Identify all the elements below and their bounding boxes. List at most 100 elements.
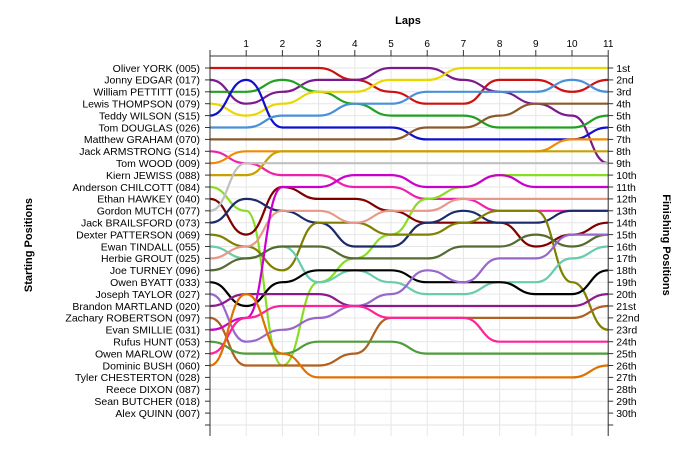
start-label: Jonny EDGAR (017) (104, 75, 200, 87)
finish-labels: 1st2nd3rd4th5th6th7th8th9th10th11th12th1… (616, 63, 640, 420)
start-label: Jack BRAILSFORD (073) (81, 218, 200, 230)
finish-label: 6th (616, 122, 631, 134)
lap-label: 9 (533, 39, 539, 50)
lap-label: 10 (566, 39, 578, 50)
start-label: William PETTITT (015) (93, 87, 200, 99)
lap-label: 2 (280, 39, 286, 50)
axes (205, 50, 614, 436)
lap-label: 11 (603, 39, 614, 50)
start-label: Teddy WILSON (S15) (99, 110, 200, 122)
start-label: Zachary ROBERTSON (097) (65, 313, 200, 325)
series-line-6 (210, 78, 609, 129)
series-line-24 (209, 340, 609, 355)
series-line-26 (209, 293, 609, 379)
finish-label: 21st (616, 301, 636, 313)
finish-label: 11th (616, 182, 636, 194)
right-axis-label: Finishing Positions (660, 194, 672, 295)
lap-label: 1 (243, 39, 249, 50)
finish-label: 7th (616, 134, 631, 146)
series-line-10 (209, 150, 609, 177)
lap-label: 5 (388, 39, 394, 50)
start-label: Ewan TINDALL (055) (101, 241, 200, 253)
series-line-18 (209, 233, 609, 272)
lap-label: 6 (424, 39, 430, 50)
finish-label: 29th (616, 396, 637, 408)
lap-label: 7 (461, 39, 467, 50)
series-line-19 (209, 269, 609, 308)
finish-label: 13th (616, 206, 637, 218)
start-label: Owen MARLOW (072) (95, 348, 200, 360)
start-label: Kiern JEWISS (088) (106, 170, 200, 182)
finish-label: 16th (616, 241, 637, 253)
finish-label: 25th (616, 348, 637, 360)
series-line-15 (209, 209, 609, 331)
series-line-2 (209, 66, 609, 165)
start-label: Tyler CHESTERTON (028) (75, 372, 200, 384)
start-label: Brandon MARTLAND (020) (72, 301, 200, 313)
lap-labels: 1 2 3 4 5 6 7 8 9 10 11 (243, 39, 613, 50)
series-line-7 (210, 102, 609, 141)
finish-label: 24th (616, 337, 637, 349)
finish-label: 27th (616, 372, 637, 384)
start-label: Sean BUTCHER (018) (94, 396, 200, 408)
lap-label: 3 (316, 39, 322, 50)
series-layer (209, 66, 609, 379)
series-line-3 (210, 78, 609, 129)
start-labels: Oliver YORK (005)Jonny EDGAR (017)Willia… (65, 63, 200, 420)
start-label: Evan SMILLIE (031) (105, 325, 200, 337)
finish-label: 12th (616, 194, 637, 206)
start-label: Ethan HAWKEY (040) (97, 194, 200, 206)
start-label: Dominic BUSH (060) (103, 360, 200, 372)
finish-label: 5th (616, 110, 631, 122)
grid (209, 56, 609, 436)
start-label: Herbie GROUT (025) (101, 253, 200, 265)
start-label: Tom WOOD (009) (116, 158, 200, 170)
finish-label: 10th (616, 170, 637, 182)
finish-label: 17th (616, 253, 637, 265)
finish-label: 3rd (616, 87, 631, 99)
finish-label: 15th (616, 229, 637, 241)
finish-label: 28th (616, 384, 637, 396)
finish-label: 18th (616, 265, 637, 277)
finish-label: 26th (616, 360, 637, 372)
start-label: Gordon MUTCH (077) (97, 206, 200, 218)
start-label: Lewis THOMPSON (079) (82, 99, 200, 111)
series-line-23 (209, 173, 609, 331)
start-label: Dexter PATTERSON (069) (76, 229, 200, 241)
start-label: Oliver YORK (005) (113, 63, 200, 75)
finish-label: 4th (616, 99, 631, 111)
series-line-4 (209, 66, 609, 117)
finish-label: 8th (616, 146, 631, 158)
series-line-13 (209, 162, 609, 212)
finish-label: 19th (616, 277, 637, 289)
start-label: Joseph TAYLOR (027) (96, 289, 200, 301)
finish-label: 14th (616, 218, 637, 230)
series-line-25 (209, 304, 609, 355)
finish-label: 1st (616, 63, 630, 75)
left-axis-label: Starting Positions (23, 198, 35, 292)
start-label: Tom DOUGLAS (026) (98, 122, 200, 134)
lap-label: 8 (497, 39, 503, 50)
series-line-8 (209, 150, 609, 212)
series-line-12 (209, 185, 609, 248)
start-label: Jack ARMSTRONG (S14) (79, 146, 200, 158)
finish-label: 22nd (616, 313, 640, 325)
finish-label: 9th (616, 158, 631, 170)
series-line-21 (209, 293, 609, 308)
start-label: Reece DIXON (087) (106, 384, 200, 396)
finish-label: 30th (616, 408, 637, 420)
series-line-5 (209, 78, 609, 141)
start-label: Matthew GRAHAM (070) (84, 134, 200, 146)
start-label: Rufus HUNT (053) (113, 337, 200, 349)
chart-title: Laps (395, 15, 421, 27)
series-line-17 (209, 197, 609, 260)
finish-label: 2nd (616, 75, 634, 87)
start-label: Joe TURNEY (096) (110, 265, 200, 277)
finish-label: 23rd (616, 325, 637, 337)
start-label: Alex QUINN (007) (115, 408, 200, 420)
start-label: Owen BYATT (033) (110, 277, 200, 289)
start-label: Anderson CHILCOTT (084) (72, 182, 200, 194)
series-line-20 (209, 233, 609, 343)
finish-label: 20th (616, 289, 637, 301)
